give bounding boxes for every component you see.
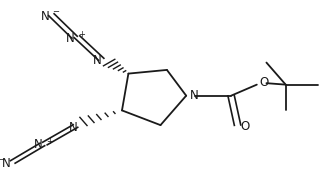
Text: O: O [259, 76, 268, 89]
Text: N: N [69, 121, 78, 134]
Text: N: N [41, 10, 50, 23]
Text: N: N [66, 32, 75, 45]
Text: N: N [34, 139, 43, 151]
Text: −: − [0, 155, 4, 164]
Text: +: + [78, 30, 85, 39]
Text: N: N [190, 89, 199, 102]
Text: −: − [52, 7, 59, 16]
Text: +: + [46, 137, 53, 146]
Text: O: O [240, 120, 249, 133]
Text: N: N [92, 54, 101, 67]
Text: N: N [1, 157, 10, 170]
